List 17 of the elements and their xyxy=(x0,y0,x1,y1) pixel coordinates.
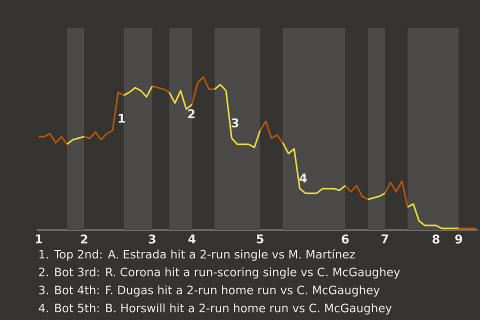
annotation: 3 xyxy=(232,118,238,128)
x-tick-label: 1 xyxy=(36,234,42,244)
x-tick-label: 4 xyxy=(188,234,196,244)
x-tick-label: 6 xyxy=(342,234,349,244)
x-tick-label: 3 xyxy=(148,234,156,244)
text: 1. Top 2nd: A. Estrada hit a 2-run single vs M. Martínez xyxy=(39,249,355,261)
x-tick-label: 2 xyxy=(80,234,88,244)
annotation: 1 xyxy=(118,114,125,123)
annotation: 4 xyxy=(300,174,307,182)
annotation: 2 xyxy=(188,109,195,118)
text: 2. Bot 3rd: R. Corona hit a run-scoring single vs C. McGaughey xyxy=(39,267,400,279)
text: 4. Bot 5th: B. Horswill hit a 2-run home run vs C. McGaughey xyxy=(38,303,392,315)
x-tick-label: 7 xyxy=(382,234,388,244)
text: 3. Bot 4th: F. Dugas hit a 2-run home run vs C. McGaughey xyxy=(39,285,380,297)
x-tick-label: 8 xyxy=(432,234,440,244)
x-tick-label: 5 xyxy=(256,234,264,244)
x-tick-label: 9 xyxy=(455,234,462,244)
